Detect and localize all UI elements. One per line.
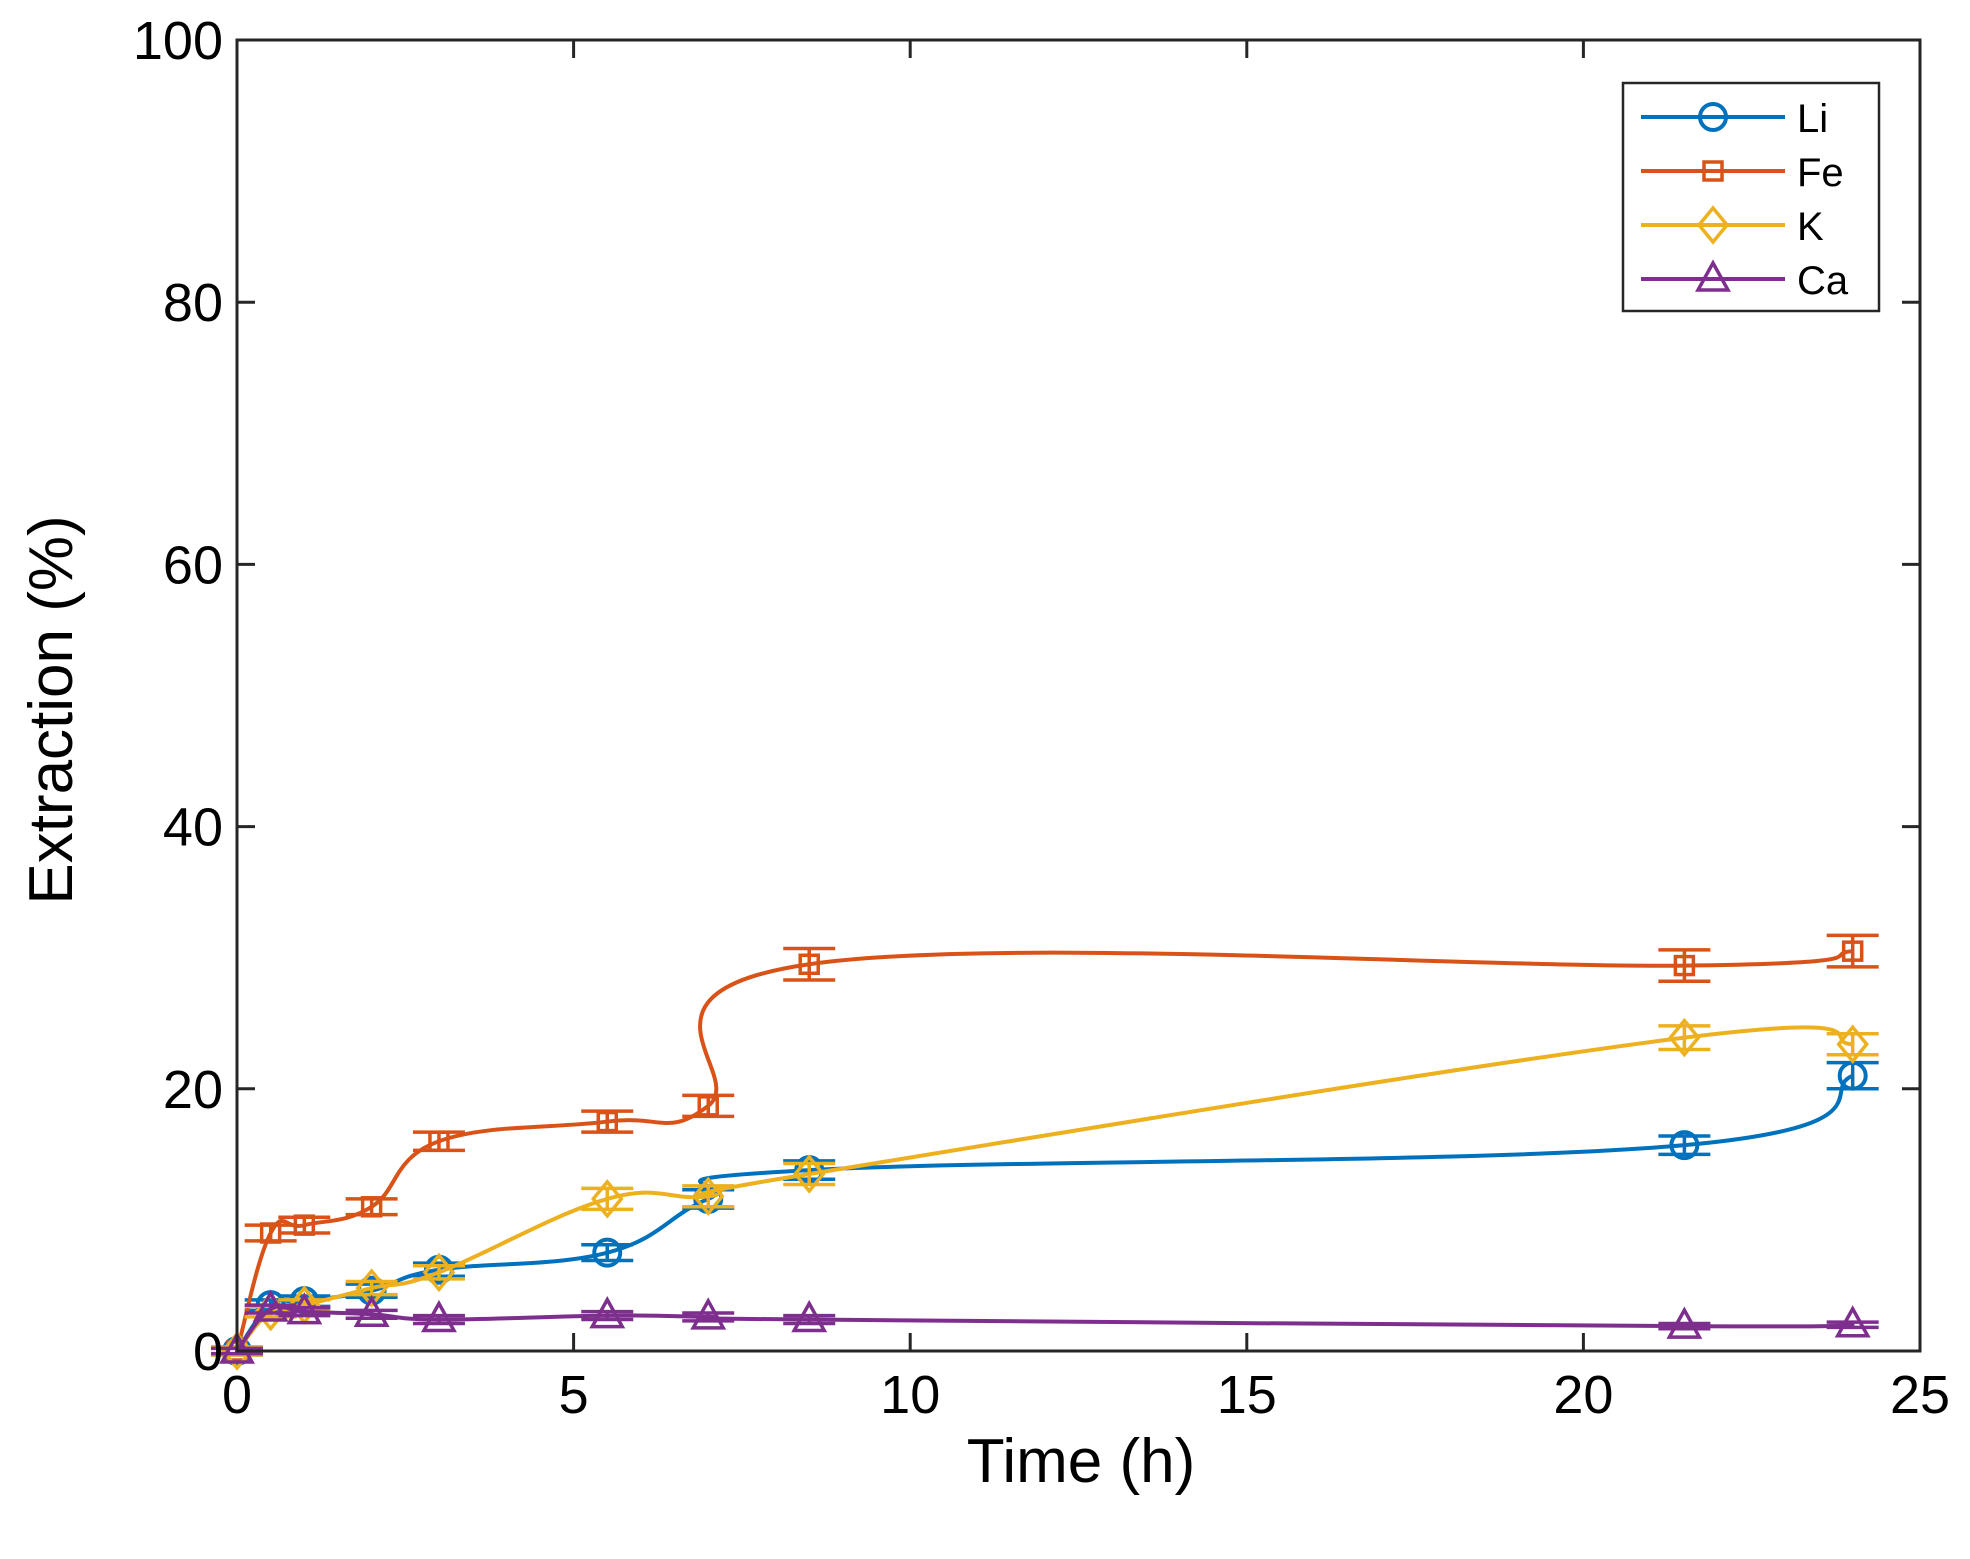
data-point-ca bbox=[219, 1331, 255, 1364]
data-point-ca bbox=[1666, 1306, 1703, 1339]
legend-marker-fe bbox=[1702, 160, 1724, 182]
error-bar-k bbox=[682, 1184, 735, 1209]
axes-layer: 0 5 10 15 20 25 0 20 40 60 80 100 bbox=[133, 11, 1950, 1425]
data-point-ca bbox=[791, 1299, 828, 1333]
legend-label-ca: Ca bbox=[1797, 259, 1849, 303]
error-bar-li bbox=[1658, 1134, 1711, 1157]
error-bar-ca bbox=[345, 1308, 398, 1320]
x-tick-label: 5 bbox=[559, 1365, 589, 1425]
series-line-ca bbox=[235, 1303, 1853, 1353]
x-tick-label: 15 bbox=[1217, 1365, 1277, 1425]
error-bar-k bbox=[1658, 1024, 1711, 1052]
data-point-ca bbox=[589, 1295, 626, 1329]
x-axis-title: Time (h) bbox=[967, 1427, 1195, 1496]
data-point-ca bbox=[252, 1289, 289, 1322]
error-bar-ca bbox=[1658, 1321, 1711, 1331]
data-point-ca bbox=[286, 1292, 323, 1325]
error-bar-ca bbox=[278, 1305, 331, 1318]
error-bar-k bbox=[345, 1279, 398, 1297]
legend-item-li: Li bbox=[1641, 97, 1828, 141]
x-tick-label: 0 bbox=[222, 1365, 252, 1425]
data-point-fe bbox=[798, 953, 820, 976]
legend-label-fe: Fe bbox=[1797, 151, 1844, 195]
data-point-fe bbox=[1841, 940, 1864, 962]
error-bar-ca bbox=[581, 1309, 634, 1322]
y-tick-label: 20 bbox=[163, 1060, 223, 1120]
series-layer bbox=[211, 933, 1879, 1371]
legend-box bbox=[1621, 81, 1881, 313]
data-point-li bbox=[1669, 1130, 1700, 1161]
data-point-fe bbox=[293, 1214, 316, 1236]
error-bar-k bbox=[412, 1264, 465, 1281]
error-bar-li bbox=[581, 1243, 634, 1263]
legend-marker-k bbox=[1696, 205, 1730, 245]
data-point-fe bbox=[428, 1130, 450, 1152]
legend-item-k: K bbox=[1641, 205, 1824, 249]
data-point-k bbox=[422, 1252, 456, 1293]
series-ca bbox=[211, 1289, 1879, 1364]
x-tick-label: 20 bbox=[1553, 1365, 1613, 1425]
error-bar-k bbox=[581, 1186, 634, 1212]
data-point-k bbox=[220, 1331, 254, 1371]
data-point-k bbox=[1668, 1017, 1701, 1058]
data-point-k bbox=[691, 1176, 725, 1217]
error-bar-k bbox=[783, 1161, 836, 1187]
y-tick-label: 100 bbox=[133, 11, 223, 71]
data-point-ca bbox=[353, 1294, 390, 1328]
legend-label-li: Li bbox=[1797, 97, 1828, 141]
error-bar-ca bbox=[682, 1311, 735, 1323]
y-axis-title: Extraction (%) bbox=[17, 515, 86, 904]
error-bar-ca bbox=[783, 1313, 836, 1326]
y-tick-label: 60 bbox=[163, 535, 223, 595]
data-point-ca bbox=[1834, 1305, 1871, 1338]
legend-item-fe: Fe bbox=[1641, 151, 1844, 195]
x-tick-label: 25 bbox=[1890, 1365, 1950, 1425]
legend-marker-li bbox=[1698, 102, 1728, 132]
data-point-li bbox=[592, 1237, 623, 1268]
y-tick-label: 80 bbox=[163, 273, 223, 333]
axes-box bbox=[235, 38, 1922, 1353]
data-point-k bbox=[590, 1179, 624, 1219]
error-bar-ca bbox=[412, 1313, 465, 1326]
data-point-k bbox=[355, 1268, 388, 1308]
data-point-k bbox=[792, 1154, 826, 1194]
y-tick-label: 0 bbox=[193, 1322, 223, 1382]
data-point-ca bbox=[690, 1297, 727, 1330]
x-tick-label: 10 bbox=[880, 1365, 940, 1425]
data-point-fe bbox=[596, 1110, 619, 1133]
legend: Li Fe K Ca bbox=[1621, 81, 1881, 313]
data-point-fe bbox=[697, 1095, 719, 1117]
error-bar-ca bbox=[1826, 1320, 1879, 1330]
legend-label-k: K bbox=[1797, 205, 1824, 249]
legend-item-ca: Ca bbox=[1641, 259, 1849, 303]
legend-marker-ca bbox=[1695, 259, 1731, 292]
data-point-ca bbox=[420, 1299, 457, 1333]
y-tick-label: 40 bbox=[163, 798, 223, 858]
error-bar-k bbox=[1826, 1031, 1879, 1057]
error-bar-ca bbox=[244, 1303, 297, 1315]
data-point-fe bbox=[360, 1196, 383, 1218]
data-point-fe bbox=[1673, 954, 1696, 977]
data-point-k bbox=[1836, 1024, 1869, 1064]
